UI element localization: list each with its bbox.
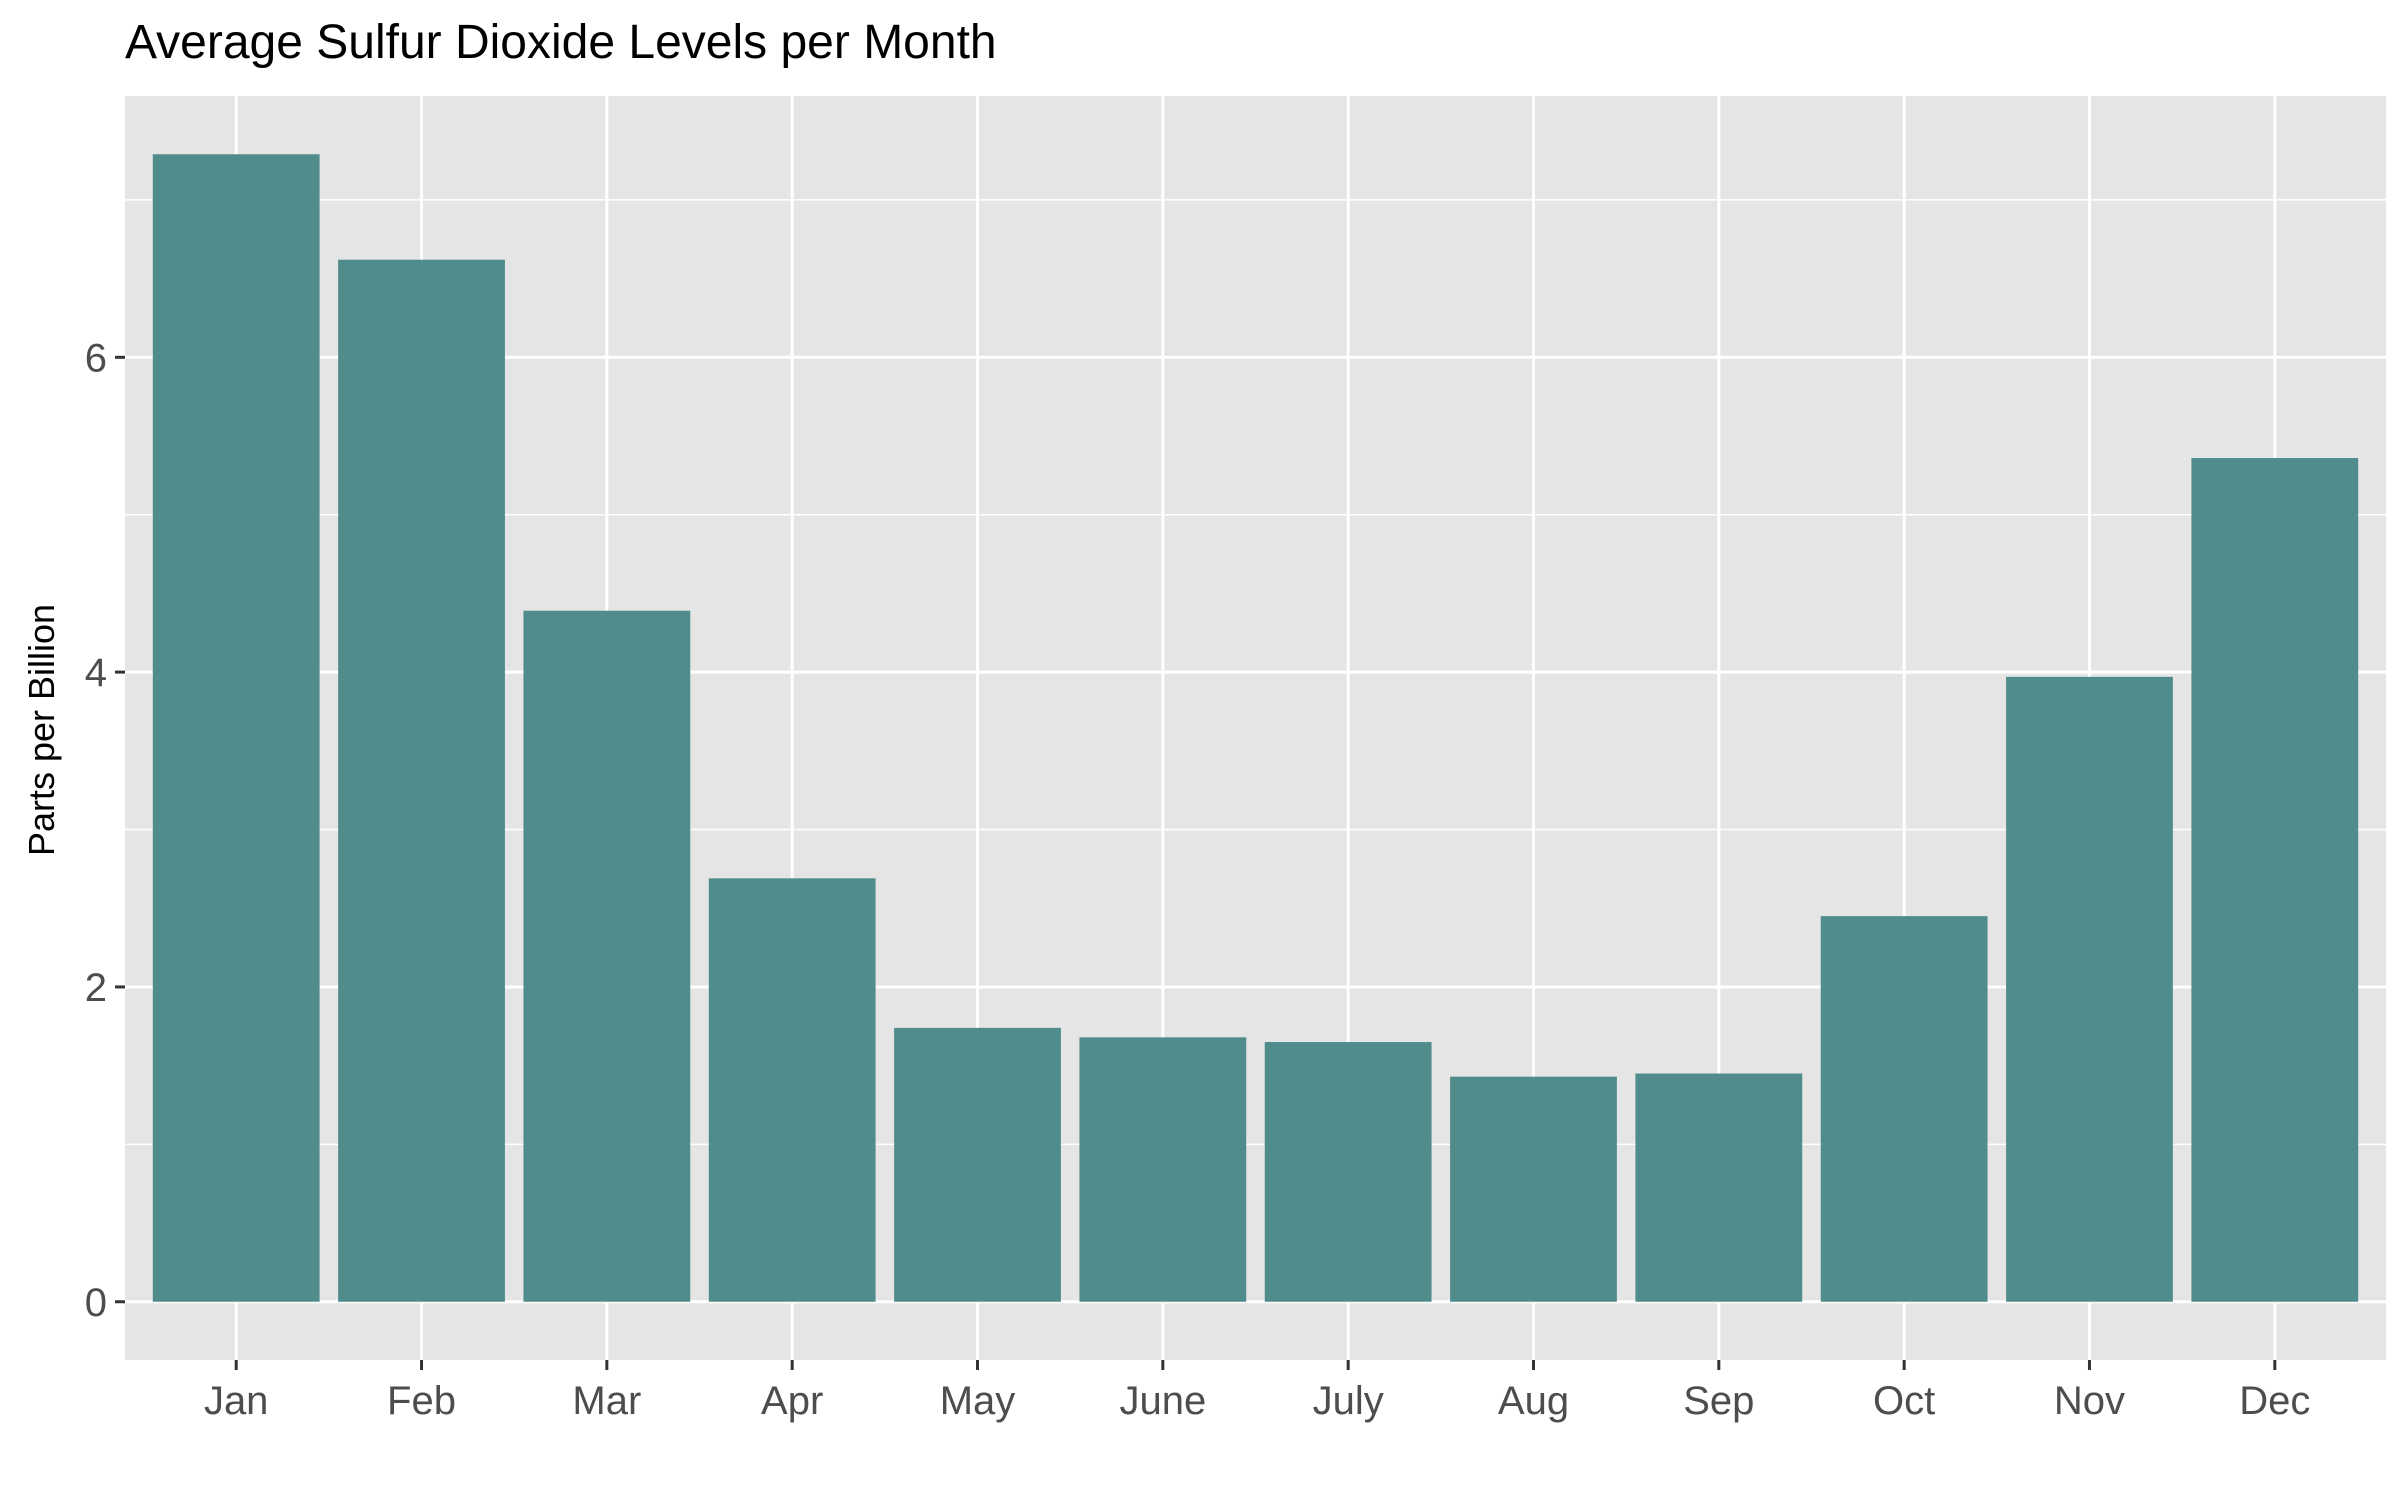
x-tick-label-june: June bbox=[1119, 1379, 1206, 1423]
x-tick-label-jan: Jan bbox=[204, 1379, 269, 1423]
y-tick-label: 0 bbox=[85, 1281, 107, 1325]
bar-mar bbox=[523, 610, 691, 1302]
bar-jan bbox=[152, 154, 320, 1302]
x-tick-label-aug: Aug bbox=[1498, 1379, 1569, 1423]
bar-dec bbox=[2191, 458, 2359, 1302]
bar-june bbox=[1079, 1037, 1247, 1302]
x-tick-label-oct: Oct bbox=[1873, 1379, 1935, 1423]
y-axis-label: Parts per Billion bbox=[21, 604, 62, 856]
bar-apr bbox=[708, 878, 876, 1302]
bar-aug bbox=[1450, 1076, 1617, 1302]
bar-nov bbox=[2006, 676, 2173, 1302]
x-tick-label-feb: Feb bbox=[387, 1379, 456, 1423]
x-tick-label-dec: Dec bbox=[2239, 1379, 2310, 1423]
chart-title: Average Sulfur Dioxide Levels per Month bbox=[125, 16, 997, 69]
x-tick-label-apr: Apr bbox=[761, 1379, 823, 1423]
bar-sep bbox=[1635, 1073, 1803, 1302]
plot-area: 0 2 4 6 Jan Feb Mar Apr May June July Aug Sep Oct Nov D… bbox=[85, 96, 2386, 1423]
x-tick-label-may: May bbox=[940, 1379, 1016, 1423]
x-tick-label-nov: Nov bbox=[2054, 1379, 2125, 1423]
bar-feb bbox=[338, 259, 505, 1302]
x-tick-label-mar: Mar bbox=[572, 1379, 641, 1423]
y-tick-label: 4 bbox=[85, 651, 107, 695]
bar-oct bbox=[1820, 916, 1988, 1302]
y-tick-label: 6 bbox=[85, 336, 107, 380]
bar-may bbox=[894, 1027, 1061, 1302]
x-tick-label-sep: Sep bbox=[1683, 1379, 1754, 1423]
y-tick-label: 2 bbox=[85, 966, 107, 1010]
x-tick-label-july: July bbox=[1313, 1379, 1384, 1423]
bar-july bbox=[1264, 1042, 1432, 1302]
